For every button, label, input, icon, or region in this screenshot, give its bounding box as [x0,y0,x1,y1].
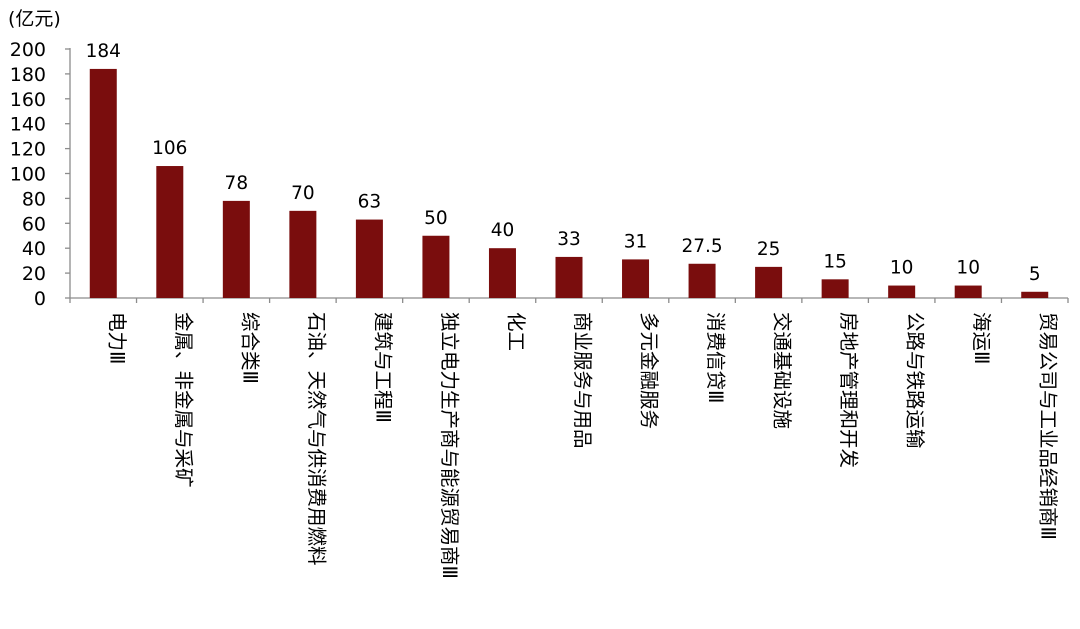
y-tick-label: 20 [22,263,46,285]
y-tick-label: 100 [10,164,46,186]
category-label: 交通基础设施 [771,312,794,429]
category-label: 房地产管理和开发 [837,312,860,468]
data-label: 15 [823,251,847,272]
data-label: 33 [557,229,581,250]
bar [888,285,916,298]
category-label: 建筑与工程Ⅲ [371,312,394,423]
y-tick-label: 180 [10,64,46,86]
data-label: 106 [152,138,187,159]
category-label: 消费信贷Ⅲ [704,312,727,403]
bar [555,256,583,298]
bar [755,266,783,298]
category-label: 金属、非金属与采矿 [172,312,195,488]
bar [821,279,849,298]
data-label: 25 [757,239,781,260]
category-label: 综合类Ⅲ [238,312,261,384]
bar [89,68,117,298]
y-tick-label: 40 [22,238,46,260]
category-label: 石油、天然气与供消费用燃料 [305,312,328,566]
y-tick-label: 200 [10,39,46,61]
bar [355,219,383,298]
category-label: 海运Ⅲ [970,312,993,364]
data-label: 50 [424,208,448,229]
data-label: 184 [86,41,121,62]
category-label: 公路与铁路运输 [904,312,927,449]
bar [422,235,450,298]
data-label: 10 [956,258,980,279]
y-tick-label: 120 [10,139,46,161]
data-label: 10 [890,258,914,279]
unit-label: (亿元) [8,8,61,30]
bar [156,166,184,298]
category-label: 多元金融服务 [638,312,661,429]
bar [1021,291,1049,298]
category-label: 贸易公司与工业品经销商Ⅲ [1037,312,1060,540]
bar [954,285,982,298]
bar [688,263,716,298]
y-tick-label: 0 [34,288,46,310]
data-label: 78 [225,173,249,194]
data-label: 63 [358,192,382,213]
bar [622,259,650,298]
y-tick-label: 140 [10,114,46,136]
y-tick-label: 80 [22,188,46,210]
category-label: 商业服务与用品 [571,312,594,449]
data-label: 27.5 [681,236,722,257]
data-label: 40 [491,220,515,241]
y-tick-label: 60 [22,213,46,235]
category-label: 电力Ⅲ [105,312,128,364]
data-label: 70 [291,183,315,204]
bar [488,248,516,298]
y-tick-label: 160 [10,89,46,111]
category-label: 独立电力生产商与能源贸易商Ⅲ [438,312,461,579]
bar [222,200,250,298]
data-label: 5 [1029,264,1041,285]
bar [289,210,317,298]
data-label: 31 [624,231,648,252]
category-label: 化工 [504,312,527,351]
